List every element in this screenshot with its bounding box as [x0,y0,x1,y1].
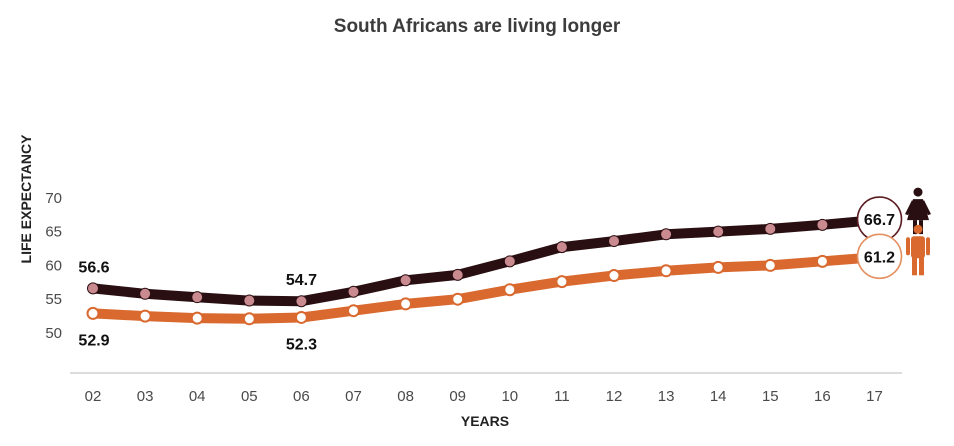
y-tick-labels: 50 55 60 65 70 [45,190,62,342]
x-tick-label: 11 [554,388,570,405]
y-tick-label: 60 [45,257,62,274]
data-point [503,255,516,268]
x-tick-label: 10 [501,388,518,405]
data-point [712,225,725,238]
series-line [88,252,880,324]
y-axis-title: LIFE EXPECTANCY [18,134,34,264]
data-point [242,312,256,326]
data-point [243,294,256,307]
data-label: 52.3 [286,336,317,353]
female-series: 56.6 54.7 66.7 [78,196,903,308]
x-tick-label: 15 [762,388,779,405]
x-tick-label: 14 [710,388,727,405]
x-tick-label: 09 [449,388,466,405]
x-tick-label: 07 [345,388,362,405]
end-label: 66.7 [864,212,895,229]
data-point [451,292,465,306]
x-tick-label: 08 [397,388,414,405]
data-point [190,311,204,325]
x-tick-labels: 02 03 04 05 06 07 08 09 10 11 12 13 14 15 16 17 [85,388,883,405]
x-tick-label: 12 [606,388,623,405]
data-point [815,254,829,268]
data-point [764,222,777,235]
series-layer: 56.6 54.7 66.7 52.9 52.3 61.2 [78,196,903,353]
data-point [555,275,569,289]
data-label: 56.6 [78,259,109,276]
icon-layer [905,187,931,276]
data-point [399,297,413,311]
data-label: 54.7 [286,272,317,289]
male-icon [906,224,930,276]
data-label: 52.9 [78,332,109,349]
y-tick-label: 65 [45,224,62,241]
data-point [87,282,99,295]
data-point [139,287,152,300]
data-point [347,285,360,298]
x-tick-label: 02 [85,388,102,405]
data-point [555,241,568,254]
y-tick-label: 55 [45,291,62,308]
data-point [294,310,308,324]
x-tick-label: 17 [866,388,883,405]
data-point [86,306,100,320]
data-point [763,258,777,272]
x-tick-label: 06 [293,388,310,405]
data-point [451,268,464,281]
data-point [399,274,412,287]
data-point [711,260,725,274]
chart-title: South Africans are living longer [333,16,621,37]
x-tick-label: 16 [814,388,831,405]
x-tick-label: 04 [189,388,206,405]
data-point [138,309,152,323]
x-axis-title: YEARS [461,413,509,429]
data-point [347,304,360,318]
data-point [295,295,308,308]
x-tick-label: 03 [137,388,154,405]
y-tick-label: 50 [45,325,62,342]
series-line [88,215,880,307]
data-point [660,228,673,241]
x-tick-label: 13 [658,388,675,405]
data-point [503,283,517,297]
data-point [816,218,829,231]
end-label-circle [856,233,903,280]
x-tick-label: 05 [241,388,258,405]
male-series: 52.9 52.3 61.2 [78,233,903,353]
data-point [659,264,673,278]
data-point [607,269,621,283]
end-label: 61.2 [864,249,895,266]
data-point [191,291,204,304]
data-point [608,235,620,248]
y-tick-label: 70 [45,190,62,207]
